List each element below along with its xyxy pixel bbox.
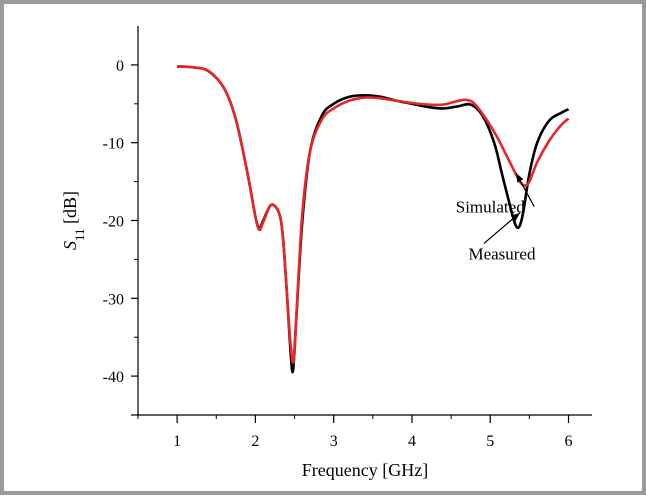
y-axis-title-sub: 11 <box>72 228 87 241</box>
series-layer <box>177 65 570 374</box>
x-tick-label: 4 <box>408 433 416 450</box>
y-axis-title-unit: [dB] <box>60 191 80 229</box>
y-tick-label: -10 <box>103 136 124 153</box>
x-tick-label: 3 <box>330 433 338 450</box>
series-line-simulated <box>177 65 570 364</box>
y-tick-label: 0 <box>116 58 124 75</box>
y-axis-title: S11 [dB] <box>60 191 87 250</box>
y-tick-label: -40 <box>103 369 124 386</box>
annotation-arrowhead-measured <box>510 212 520 222</box>
series-line-measured <box>177 65 570 374</box>
x-tick-label: 1 <box>173 433 181 450</box>
s11-chart: 1 2 3 4 5 6 0 -10 -20 -30 -40 Simulated Measured Fr… <box>60 26 592 480</box>
annotations: Simulated Measured <box>456 172 536 263</box>
x-axis-title: Frequency [GHz] <box>302 460 428 480</box>
y-tick-label: -30 <box>103 291 124 308</box>
y-axis-title-main: S <box>60 241 80 250</box>
annotation-arrowhead-simulated <box>516 173 524 183</box>
x-tick-label: 2 <box>251 433 259 450</box>
annotation-measured: Measured <box>468 244 536 263</box>
annotation-simulated: Simulated <box>456 198 525 217</box>
x-tick-label: 6 <box>565 433 573 450</box>
x-tick-label: 5 <box>486 433 494 450</box>
axes: 1 2 3 4 5 6 0 -10 -20 -30 -40 <box>103 26 592 450</box>
y-tick-label: -20 <box>103 214 124 231</box>
